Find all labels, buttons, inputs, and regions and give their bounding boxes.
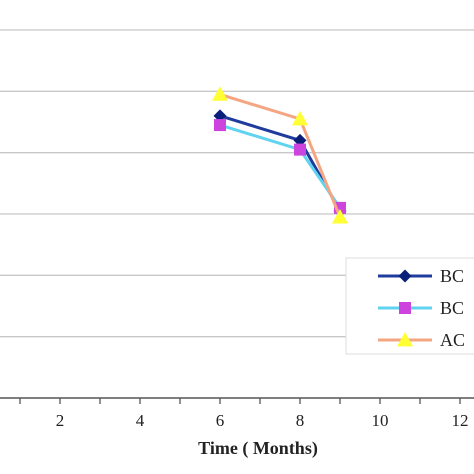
legend-marker — [397, 332, 413, 347]
data-point — [212, 86, 228, 101]
series-1 — [213, 109, 347, 218]
series-layer — [212, 86, 348, 224]
series-3 — [212, 86, 348, 224]
legend-item: BC — [378, 266, 464, 286]
x-tick-label: 12 — [452, 411, 469, 430]
axis-layer: 2 4 6 8 10 12 — [0, 397, 474, 430]
x-tick-label: 8 — [296, 411, 305, 430]
legend-marker — [398, 269, 412, 283]
x-tick-label: 6 — [216, 411, 225, 430]
x-tick-label: 2 — [56, 411, 65, 430]
legend-label: BC — [440, 298, 464, 318]
legend-label: BC — [440, 266, 464, 286]
x-axis-title: Time ( Months) — [198, 438, 318, 459]
legend-item: AC — [378, 330, 465, 350]
legend-marker — [399, 302, 411, 314]
data-point — [214, 119, 226, 132]
series-line — [219, 123, 342, 209]
data-point — [292, 110, 308, 126]
series-line — [219, 92, 342, 218]
legend-label: AC — [440, 330, 465, 350]
legend: BC BC AC — [345, 257, 474, 355]
data-point — [294, 143, 306, 156]
x-tick-label: 10 — [372, 411, 389, 430]
legend-item: BC — [378, 298, 464, 318]
data-point — [332, 209, 348, 224]
x-tick-label: 4 — [136, 411, 145, 430]
